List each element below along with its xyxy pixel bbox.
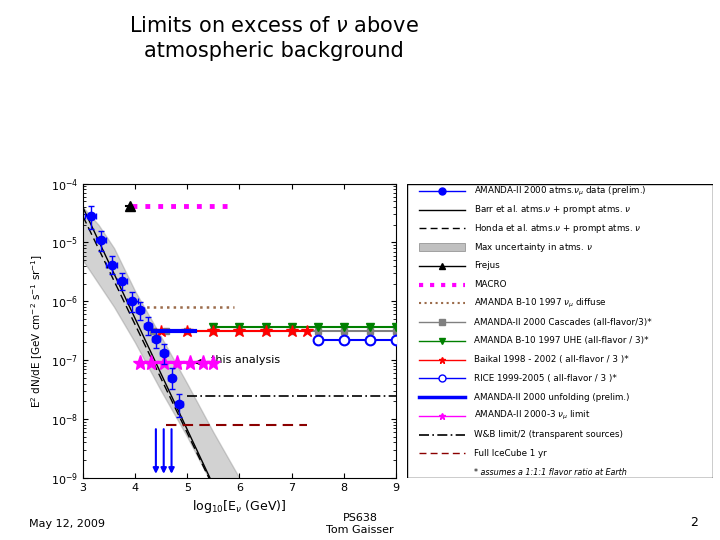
Text: AMANDA-II 2000 atms.$\nu_\mu$ data (prelim.): AMANDA-II 2000 atms.$\nu_\mu$ data (prel… xyxy=(474,184,647,198)
Text: AMANDA B-10 1997 UHE (all-flavor / 3)*: AMANDA B-10 1997 UHE (all-flavor / 3)* xyxy=(474,336,649,346)
Text: AMANDA-II 2000 Cascades (all-flavor/3)*: AMANDA-II 2000 Cascades (all-flavor/3)* xyxy=(474,318,652,327)
Y-axis label: E$^2$ dN/dE [GeV cm$^{-2}$ s$^{-1}$ sr$^{-1}$]: E$^2$ dN/dE [GeV cm$^{-2}$ s$^{-1}$ sr$^… xyxy=(30,254,45,408)
Text: Barr et al. atms.$\nu$ + prompt atms. $\nu$: Barr et al. atms.$\nu$ + prompt atms. $\… xyxy=(474,203,631,216)
Text: W&B limit/2 (transparent sources): W&B limit/2 (transparent sources) xyxy=(474,430,623,439)
Text: RICE 1999-2005 ( all-flavor / 3 )*: RICE 1999-2005 ( all-flavor / 3 )* xyxy=(474,374,617,383)
Text: Honda et al. atms.$\nu$ + prompt atms. $\nu$: Honda et al. atms.$\nu$ + prompt atms. $… xyxy=(474,222,642,235)
Text: this analysis: this analysis xyxy=(197,355,280,365)
Text: Frejus: Frejus xyxy=(474,261,500,271)
Text: Full IceCube 1 yr: Full IceCube 1 yr xyxy=(474,449,547,458)
Text: Baikal 1998 - 2002 ( all-flavor / 3 )*: Baikal 1998 - 2002 ( all-flavor / 3 )* xyxy=(474,355,629,364)
Text: AMANDA B-10 1997 $\nu_\mu$ diffuse: AMANDA B-10 1997 $\nu_\mu$ diffuse xyxy=(474,297,607,310)
Text: AMANDA-II 2000 unfolding (prelim.): AMANDA-II 2000 unfolding (prelim.) xyxy=(474,393,629,402)
Text: 2: 2 xyxy=(690,516,698,529)
Text: * assumes a 1:1:1 flavor ratio at Earth: * assumes a 1:1:1 flavor ratio at Earth xyxy=(474,468,627,476)
Text: Max uncertainty in atms. $\nu$: Max uncertainty in atms. $\nu$ xyxy=(474,241,593,254)
Text: PS638
Tom Gaisser: PS638 Tom Gaisser xyxy=(326,513,394,535)
Text: AMANDA-II 2000-3 $\nu_\mu$ limit: AMANDA-II 2000-3 $\nu_\mu$ limit xyxy=(474,409,590,422)
Text: MACRO: MACRO xyxy=(474,280,507,289)
Text: May 12, 2009: May 12, 2009 xyxy=(29,519,105,529)
X-axis label: log$_{10}$[E$_{\nu}$ (GeV)]: log$_{10}$[E$_{\nu}$ (GeV)] xyxy=(192,498,287,515)
Text: Limits on excess of $\nu$ above
atmospheric background: Limits on excess of $\nu$ above atmosphe… xyxy=(129,16,418,61)
Bar xyxy=(419,244,465,251)
